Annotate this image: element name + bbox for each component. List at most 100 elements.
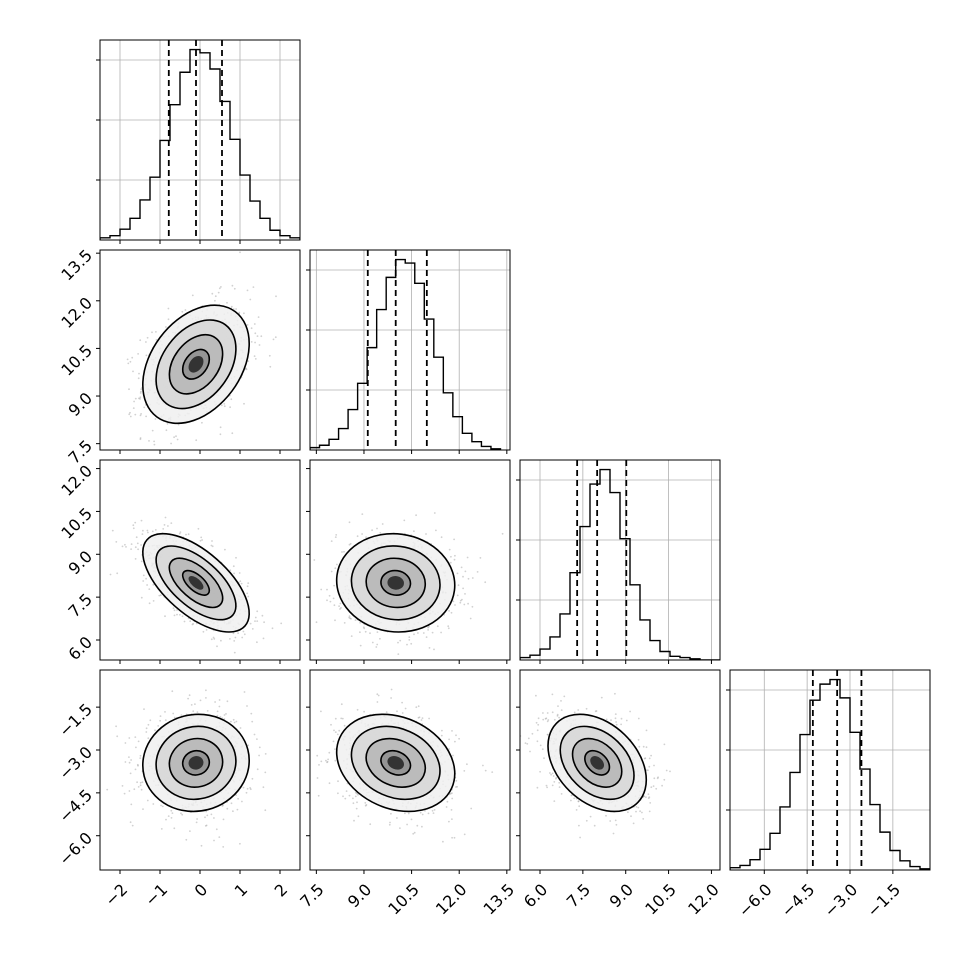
sample-point: [379, 637, 381, 640]
sample-point: [452, 754, 454, 757]
sample-point: [138, 372, 140, 375]
sample-point: [451, 836, 453, 839]
sample-point: [359, 631, 361, 634]
sample-point: [316, 777, 319, 779]
sample-point: [332, 597, 335, 600]
sample-point: [467, 602, 469, 605]
sample-point: [233, 721, 236, 724]
sample-point: [197, 527, 200, 530]
sample-point: [173, 827, 176, 830]
sample-point: [340, 703, 343, 706]
sample-point: [234, 636, 237, 639]
sample-point: [418, 716, 421, 719]
sample-point: [256, 620, 259, 622]
sample-point: [170, 442, 173, 445]
sample-point: [251, 720, 254, 723]
sample-point: [253, 733, 256, 736]
sample-point: [134, 521, 137, 524]
sample-point: [338, 605, 340, 607]
sample-point: [546, 733, 549, 736]
sample-point: [456, 785, 458, 788]
sample-point: [192, 710, 195, 713]
sample-point: [204, 816, 206, 819]
sample-point: [155, 339, 158, 341]
sample-point: [213, 817, 215, 819]
sample-point: [332, 740, 335, 743]
sample-point: [450, 555, 452, 558]
contour-line-0: [380, 569, 412, 596]
sample-point: [357, 815, 360, 818]
sample-point: [235, 308, 238, 310]
sample-point: [190, 704, 193, 706]
sample-point: [172, 607, 175, 610]
sample-point: [140, 390, 142, 393]
sample-point: [176, 613, 178, 616]
sample-point: [180, 812, 182, 815]
sample-point: [467, 577, 470, 580]
panel-frame: [309, 249, 511, 451]
sample-point: [230, 305, 233, 308]
sample-point: [648, 796, 651, 798]
sample-point: [220, 286, 222, 288]
sample-point: [151, 331, 153, 334]
sample-point: [469, 617, 472, 620]
sample-point: [556, 713, 559, 716]
sample-point: [205, 824, 208, 827]
sample-point: [247, 582, 250, 584]
sample-point: [131, 356, 134, 359]
sample-point: [236, 808, 239, 811]
sample-point: [128, 761, 131, 764]
sample-point: [253, 323, 256, 325]
sample-point: [256, 641, 258, 644]
sample-point: [369, 823, 372, 826]
sample-point: [143, 708, 145, 710]
sample-point: [239, 251, 241, 254]
sample-point: [173, 716, 176, 719]
sample-point: [133, 400, 136, 403]
sample-point: [140, 544, 143, 546]
contour-line-1: [168, 333, 224, 395]
histogram-1: [310, 250, 510, 450]
sample-point: [313, 559, 316, 561]
sample-point: [256, 768, 259, 771]
sample-point: [263, 621, 265, 624]
sample-point: [159, 594, 162, 597]
sample-point: [421, 717, 424, 719]
sample-point: [179, 531, 182, 533]
sample-point: [453, 558, 456, 561]
scatter-panel-2-1: [313, 512, 504, 655]
sample-point: [268, 354, 271, 357]
sample-point: [344, 797, 347, 800]
sample-point: [116, 572, 119, 575]
contour-line-3: [141, 713, 250, 813]
sample-point: [433, 809, 436, 811]
sample-point: [139, 398, 141, 400]
sample-point: [464, 570, 467, 573]
sample-point: [399, 827, 401, 829]
sample-point: [376, 643, 379, 646]
histogram-step: [520, 468, 720, 660]
sample-point: [170, 522, 173, 524]
sample-point: [142, 580, 145, 582]
density-core: [387, 756, 404, 770]
sample-point: [334, 731, 337, 733]
sample-point: [115, 541, 118, 543]
sample-point: [212, 636, 215, 639]
sample-point: [350, 617, 352, 620]
sample-point: [179, 613, 181, 616]
sample-point: [137, 764, 139, 767]
sample-point: [531, 732, 534, 735]
sample-point: [419, 811, 422, 814]
sample-point: [461, 598, 463, 601]
sample-point: [448, 748, 450, 750]
sample-point: [327, 758, 329, 761]
sample-point: [134, 558, 137, 560]
sample-point: [130, 803, 133, 806]
sample-point: [585, 819, 588, 822]
sample-point: [185, 533, 187, 536]
sample-point: [253, 355, 256, 357]
sample-point: [187, 533, 190, 536]
sample-point: [413, 831, 416, 834]
sample-point: [147, 723, 150, 726]
sample-point: [210, 544, 213, 547]
